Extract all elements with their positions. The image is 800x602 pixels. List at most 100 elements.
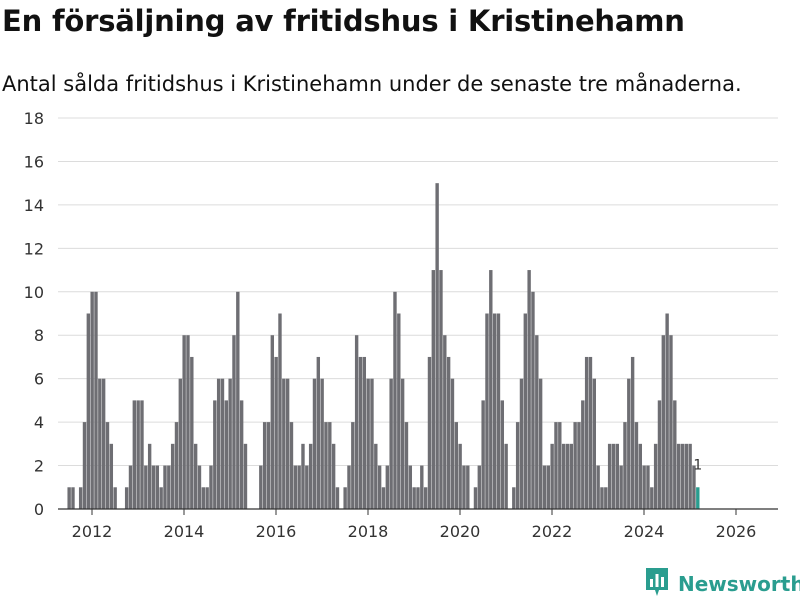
bar xyxy=(623,422,627,509)
bar xyxy=(408,465,413,509)
bar xyxy=(638,443,642,509)
brand-name: Newsworthy xyxy=(678,572,800,596)
bar xyxy=(466,465,470,509)
bar xyxy=(565,443,570,509)
bar xyxy=(607,443,612,509)
chart-subtitle: Antal sålda fritidshus i Kristinehamn un… xyxy=(2,72,742,96)
bar xyxy=(642,465,646,509)
bar xyxy=(527,270,531,509)
bar xyxy=(450,378,455,509)
bar xyxy=(259,465,263,509)
bar xyxy=(144,465,148,509)
x-tick-label: 2024 xyxy=(624,522,665,541)
bar xyxy=(216,378,221,509)
bar xyxy=(381,487,386,509)
bar xyxy=(374,443,378,509)
bar xyxy=(301,443,305,509)
bar xyxy=(343,487,347,509)
bar xyxy=(416,487,420,509)
bar xyxy=(535,335,539,509)
bar xyxy=(305,465,309,509)
bar xyxy=(201,487,206,509)
y-tick-label: 8 xyxy=(34,326,44,345)
bar xyxy=(105,422,110,509)
bar xyxy=(577,422,581,509)
bar xyxy=(232,335,236,509)
bar xyxy=(132,400,137,509)
bar xyxy=(174,422,179,509)
bar xyxy=(561,443,566,509)
latest-value-label: 1 xyxy=(693,457,702,473)
x-tick-label: 2022 xyxy=(532,522,573,541)
bar xyxy=(170,443,175,509)
bar xyxy=(611,443,616,509)
bar xyxy=(615,443,619,509)
bar xyxy=(274,356,278,509)
bar xyxy=(504,443,508,509)
bar xyxy=(431,270,436,509)
bar xyxy=(673,400,677,509)
bar-chart: 0 2 4 6 8 10 12 14 16 18 1 2012 2014 2016 2018 2020 2022… xyxy=(24,109,778,541)
bar xyxy=(228,378,232,509)
bar xyxy=(531,291,535,509)
bar xyxy=(159,487,163,509)
bar xyxy=(362,356,367,509)
bar xyxy=(209,465,213,509)
bar xyxy=(335,487,340,509)
bar xyxy=(316,356,321,509)
bar xyxy=(573,422,577,509)
bar xyxy=(354,335,359,509)
bar xyxy=(627,378,631,509)
bar xyxy=(366,378,370,509)
bar xyxy=(458,443,462,509)
bar xyxy=(308,443,313,509)
bar xyxy=(546,465,551,509)
bar xyxy=(435,183,439,509)
x-tick-label: 2012 xyxy=(72,522,113,541)
bar xyxy=(140,400,144,509)
bar xyxy=(220,378,225,509)
chart-title: En försäljning av fritidshus i Kristineh… xyxy=(2,4,685,38)
bar-chart-logo-icon xyxy=(644,566,670,602)
bar xyxy=(657,400,662,509)
bar xyxy=(351,422,355,509)
bar xyxy=(385,465,390,509)
bar xyxy=(358,356,363,509)
bar xyxy=(684,443,688,509)
bar xyxy=(98,378,102,509)
x-tick-label: 2020 xyxy=(440,522,481,541)
bar xyxy=(619,465,623,509)
bar xyxy=(596,465,600,509)
y-tick-label: 12 xyxy=(24,239,44,258)
bar xyxy=(193,443,198,509)
bar xyxy=(312,378,317,509)
bar xyxy=(581,400,585,509)
bar xyxy=(285,378,290,509)
bar xyxy=(688,443,692,509)
bar xyxy=(71,487,75,509)
bar xyxy=(282,378,286,509)
brand-logo[interactable]: Newsworthy xyxy=(644,566,800,602)
bar xyxy=(550,443,554,509)
bar xyxy=(86,313,91,509)
bar xyxy=(377,465,382,509)
x-tick-label: 2018 xyxy=(348,522,389,541)
bar xyxy=(692,465,696,509)
bar xyxy=(331,443,336,509)
bar xyxy=(538,378,543,509)
bar xyxy=(297,465,301,509)
bar xyxy=(492,313,497,509)
bar xyxy=(485,313,489,509)
bar xyxy=(266,422,271,509)
bar xyxy=(646,465,650,509)
bar xyxy=(676,443,681,509)
bar xyxy=(404,422,409,509)
bar xyxy=(542,465,547,509)
bar xyxy=(569,443,573,509)
bar xyxy=(412,487,416,509)
bar xyxy=(439,270,443,509)
y-tick-label: 2 xyxy=(34,457,44,476)
bar xyxy=(397,313,401,509)
bar xyxy=(661,335,665,509)
bar xyxy=(393,291,397,509)
